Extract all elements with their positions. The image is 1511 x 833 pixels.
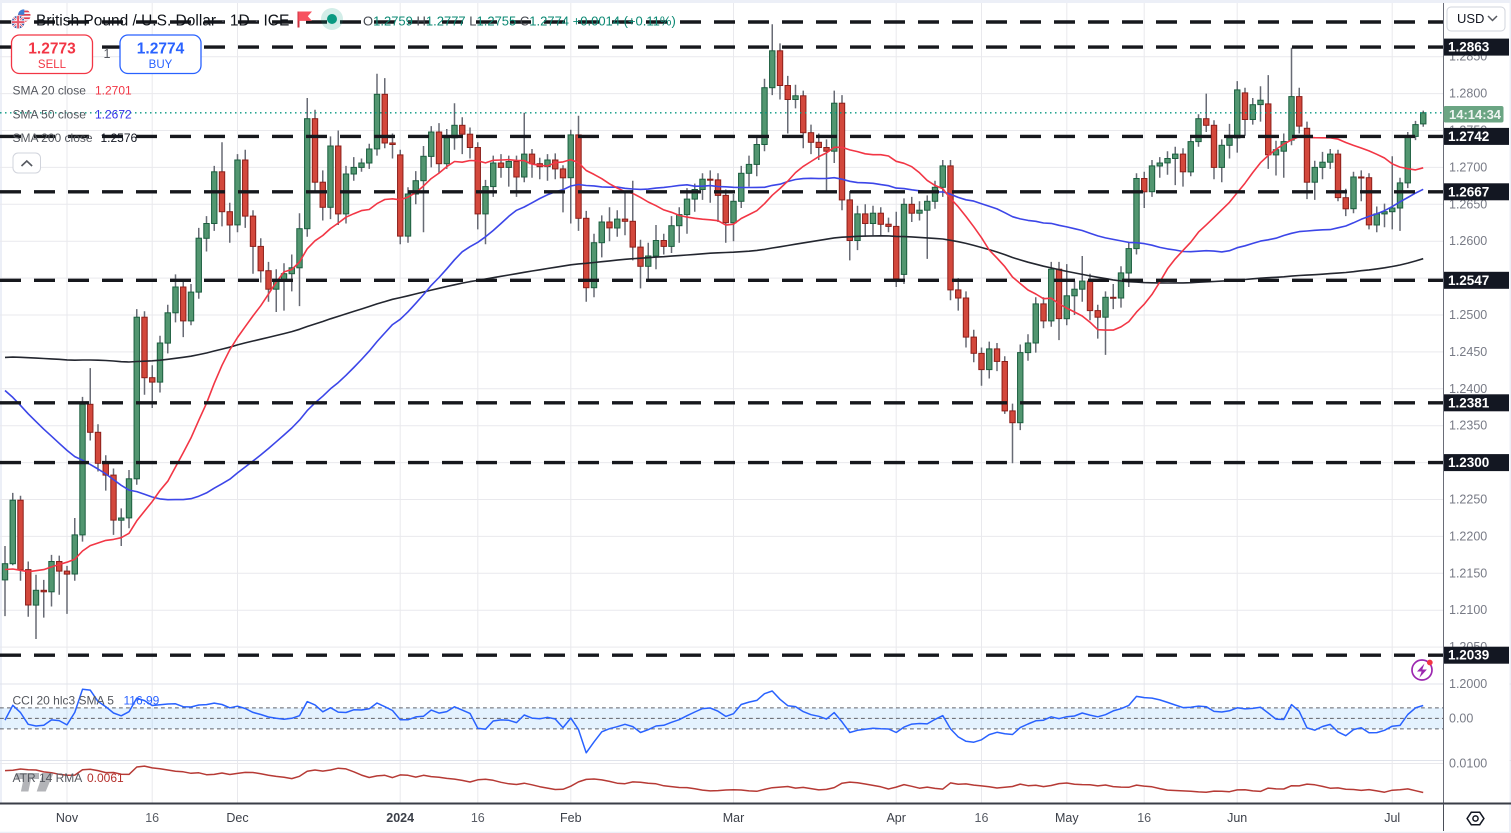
svg-text:1.2000: 1.2000 [1449,677,1487,691]
svg-text:1.2300: 1.2300 [1448,455,1489,470]
svg-text:USD: USD [1457,11,1484,26]
svg-text:14:14:34: 14:14:34 [1449,107,1502,122]
svg-text:116.99: 116.99 [124,694,160,708]
svg-text:1.2381: 1.2381 [1448,395,1490,410]
svg-text:1.2450: 1.2450 [1449,345,1487,359]
svg-text:16: 16 [1137,811,1151,825]
svg-text:0.00: 0.00 [1449,711,1473,725]
svg-text:BUY: BUY [149,59,173,71]
svg-text:1.2774: 1.2774 [137,41,185,58]
svg-text:1.2400: 1.2400 [1449,382,1487,396]
svg-text:1.2350: 1.2350 [1449,419,1487,433]
svg-text:O1.2759 H1.2777 L1.2755 C1.: O1.2759 H1.2777 L1.2755 C1.2774 +0.0014 … [363,14,676,29]
svg-text:2024: 2024 [386,811,414,825]
svg-text:Mar: Mar [723,811,745,825]
svg-text:0.0100: 0.0100 [1449,757,1487,771]
svg-text:1.2250: 1.2250 [1449,493,1487,507]
svg-text:16: 16 [145,811,159,825]
svg-text:May: May [1055,811,1079,825]
svg-text:1.2500: 1.2500 [1449,308,1487,322]
svg-text:16: 16 [975,811,989,825]
svg-text:British Pound / U.S. Dollar ·: British Pound / U.S. Dollar · 1D · ICE [36,13,289,30]
svg-text:1.2742: 1.2742 [1448,129,1489,144]
svg-text:Feb: Feb [560,811,582,825]
svg-text:1.2800: 1.2800 [1449,87,1487,101]
svg-text:1: 1 [104,47,111,61]
svg-text:1.2700: 1.2700 [1449,160,1487,174]
svg-text:1.2863: 1.2863 [1448,40,1490,55]
svg-text:CCI 20 hlc3 SMA 5: CCI 20 hlc3 SMA 5 [13,694,115,708]
svg-text:SMA 20 close: SMA 20 close [13,84,87,98]
svg-text:Apr: Apr [886,811,905,825]
svg-text:1.2650: 1.2650 [1449,197,1487,211]
svg-text:SELL: SELL [38,59,67,71]
svg-text:Jul: Jul [1384,811,1400,825]
svg-text:1.2701: 1.2701 [95,84,132,98]
svg-text:1.2672: 1.2672 [95,107,132,121]
svg-text:1.2200: 1.2200 [1449,529,1487,543]
svg-text:1.2773: 1.2773 [28,41,76,58]
svg-text:1.2100: 1.2100 [1449,603,1487,617]
svg-text:1.2667: 1.2667 [1448,184,1489,199]
svg-text:16: 16 [471,811,485,825]
svg-text:Dec: Dec [226,811,248,825]
svg-text:1.2547: 1.2547 [1448,273,1489,288]
svg-text:Nov: Nov [56,811,79,825]
svg-text:1.2150: 1.2150 [1449,566,1487,580]
svg-text:SMA 200 close: SMA 200 close [13,131,93,145]
svg-text:1.2039: 1.2039 [1448,648,1489,663]
svg-text:Jun: Jun [1227,811,1247,825]
svg-text:SMA 50 close: SMA 50 close [13,107,87,121]
svg-text:1.2576: 1.2576 [101,131,138,145]
svg-text:0.0061: 0.0061 [87,771,124,785]
svg-text:ATR 14 RMA: ATR 14 RMA [13,771,83,785]
svg-text:1.2600: 1.2600 [1449,234,1487,248]
